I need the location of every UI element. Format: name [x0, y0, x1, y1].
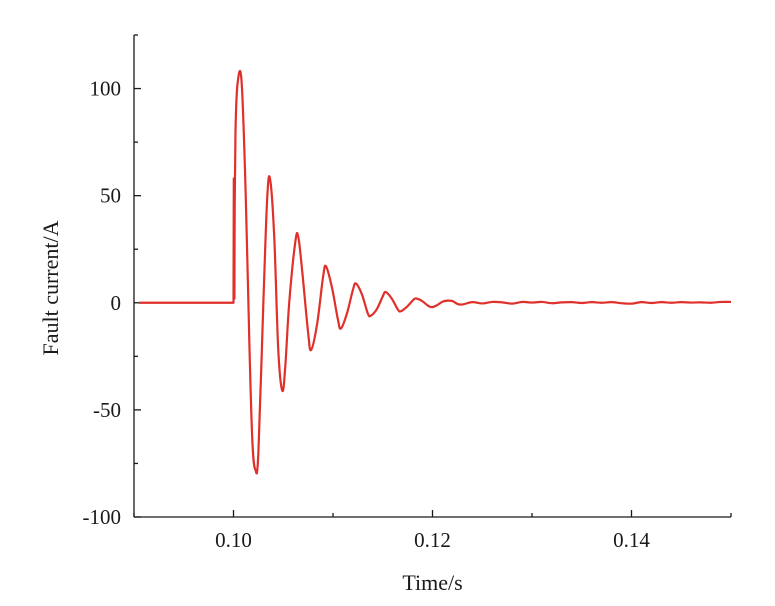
x-axis-title: Time/s	[402, 570, 462, 595]
y-axis-title: Fault current/A	[38, 220, 63, 355]
series-line-0	[138, 69, 732, 475]
y-tick-label: -50	[93, 398, 121, 422]
x-tick-label: 0.12	[414, 528, 451, 552]
tick-labels: 0.10 0.12 0.14 -100 -50 0 50 100	[83, 77, 651, 552]
ticks	[133, 34, 732, 518]
y-tick-label: 100	[90, 77, 122, 101]
x-tick-label: 0.14	[613, 528, 650, 552]
y-tick-label: 0	[111, 291, 122, 315]
plot-area	[138, 69, 732, 475]
axes	[133, 35, 731, 518]
x-tick-label: 0.10	[215, 528, 252, 552]
y-tick-label: 50	[100, 184, 121, 208]
y-tick-label: -100	[83, 505, 122, 529]
